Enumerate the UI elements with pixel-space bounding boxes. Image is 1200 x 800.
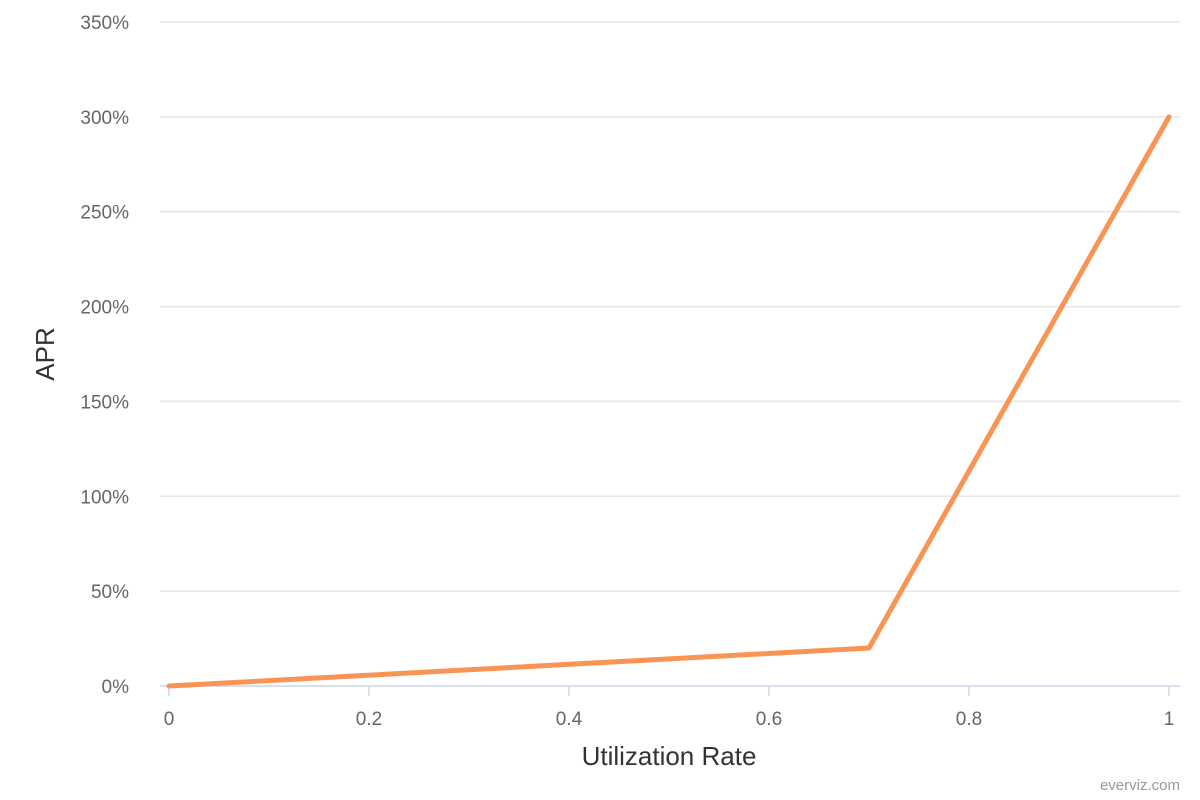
y-tick-label: 100% — [80, 487, 129, 508]
y-tick-label: 200% — [80, 298, 129, 319]
grid-lines — [160, 21, 1180, 687]
y-axis: 0% 50% 100% 150% 200% 250% 300% 350% — [80, 13, 129, 698]
x-tick-label: 1 — [1164, 709, 1175, 730]
x-tick-label: 0 — [164, 709, 175, 730]
x-axis: 0 0.2 0.4 0.6 0.8 1 — [164, 686, 1175, 730]
y-tick-label: 300% — [80, 108, 129, 129]
y-tick-label: 50% — [91, 582, 129, 603]
y-axis-title: APR — [30, 327, 60, 380]
x-tick-label: 0.2 — [356, 709, 382, 730]
series-layer — [166, 114, 1172, 689]
credit-label[interactable]: everviz.com — [1100, 777, 1180, 794]
x-axis-title: Utilization Rate — [582, 741, 757, 771]
x-tick-label: 0.6 — [756, 709, 782, 730]
y-tick-label: 350% — [80, 13, 129, 34]
x-tick-label: 0.4 — [556, 709, 583, 730]
y-tick-label: 250% — [80, 203, 129, 224]
y-tick-label: 0% — [102, 677, 130, 698]
x-tick-label: 0.8 — [956, 709, 982, 730]
y-tick-label: 150% — [80, 392, 129, 413]
